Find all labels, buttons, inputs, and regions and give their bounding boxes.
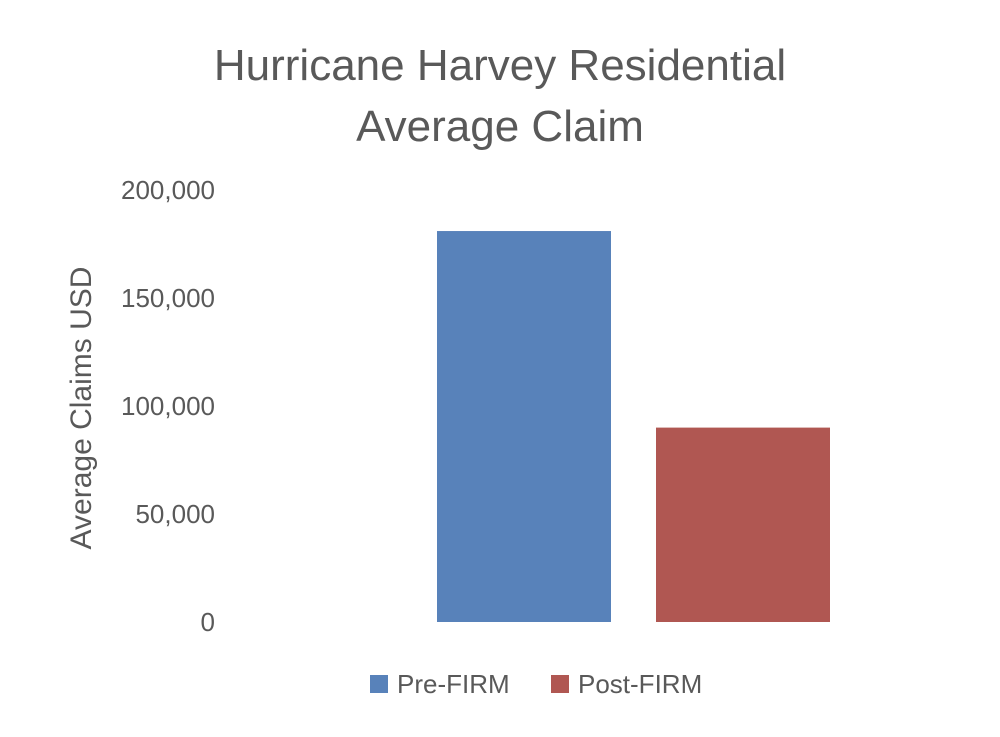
y-tick-label: 100,000 xyxy=(121,391,215,421)
y-tick-label: 50,000 xyxy=(135,499,215,529)
chart-title-line-1: Hurricane Harvey Residential xyxy=(213,41,787,90)
bar-pre-firm xyxy=(437,231,611,623)
y-tick-label: 200,000 xyxy=(121,175,215,205)
bar-post-firm xyxy=(656,427,830,622)
chart-title-line-2: Average Claim xyxy=(356,102,644,151)
y-tick-label: 150,000 xyxy=(121,283,215,313)
legend-label-post-firm: Post-FIRM xyxy=(578,669,702,699)
legend-swatch-pre-firm xyxy=(370,675,388,693)
y-axis-title: Average Claims USD xyxy=(65,267,98,550)
legend-label-pre-firm: Pre-FIRM xyxy=(397,669,510,699)
legend-swatch-post-firm xyxy=(551,675,569,693)
y-tick-label: 0 xyxy=(201,607,215,637)
